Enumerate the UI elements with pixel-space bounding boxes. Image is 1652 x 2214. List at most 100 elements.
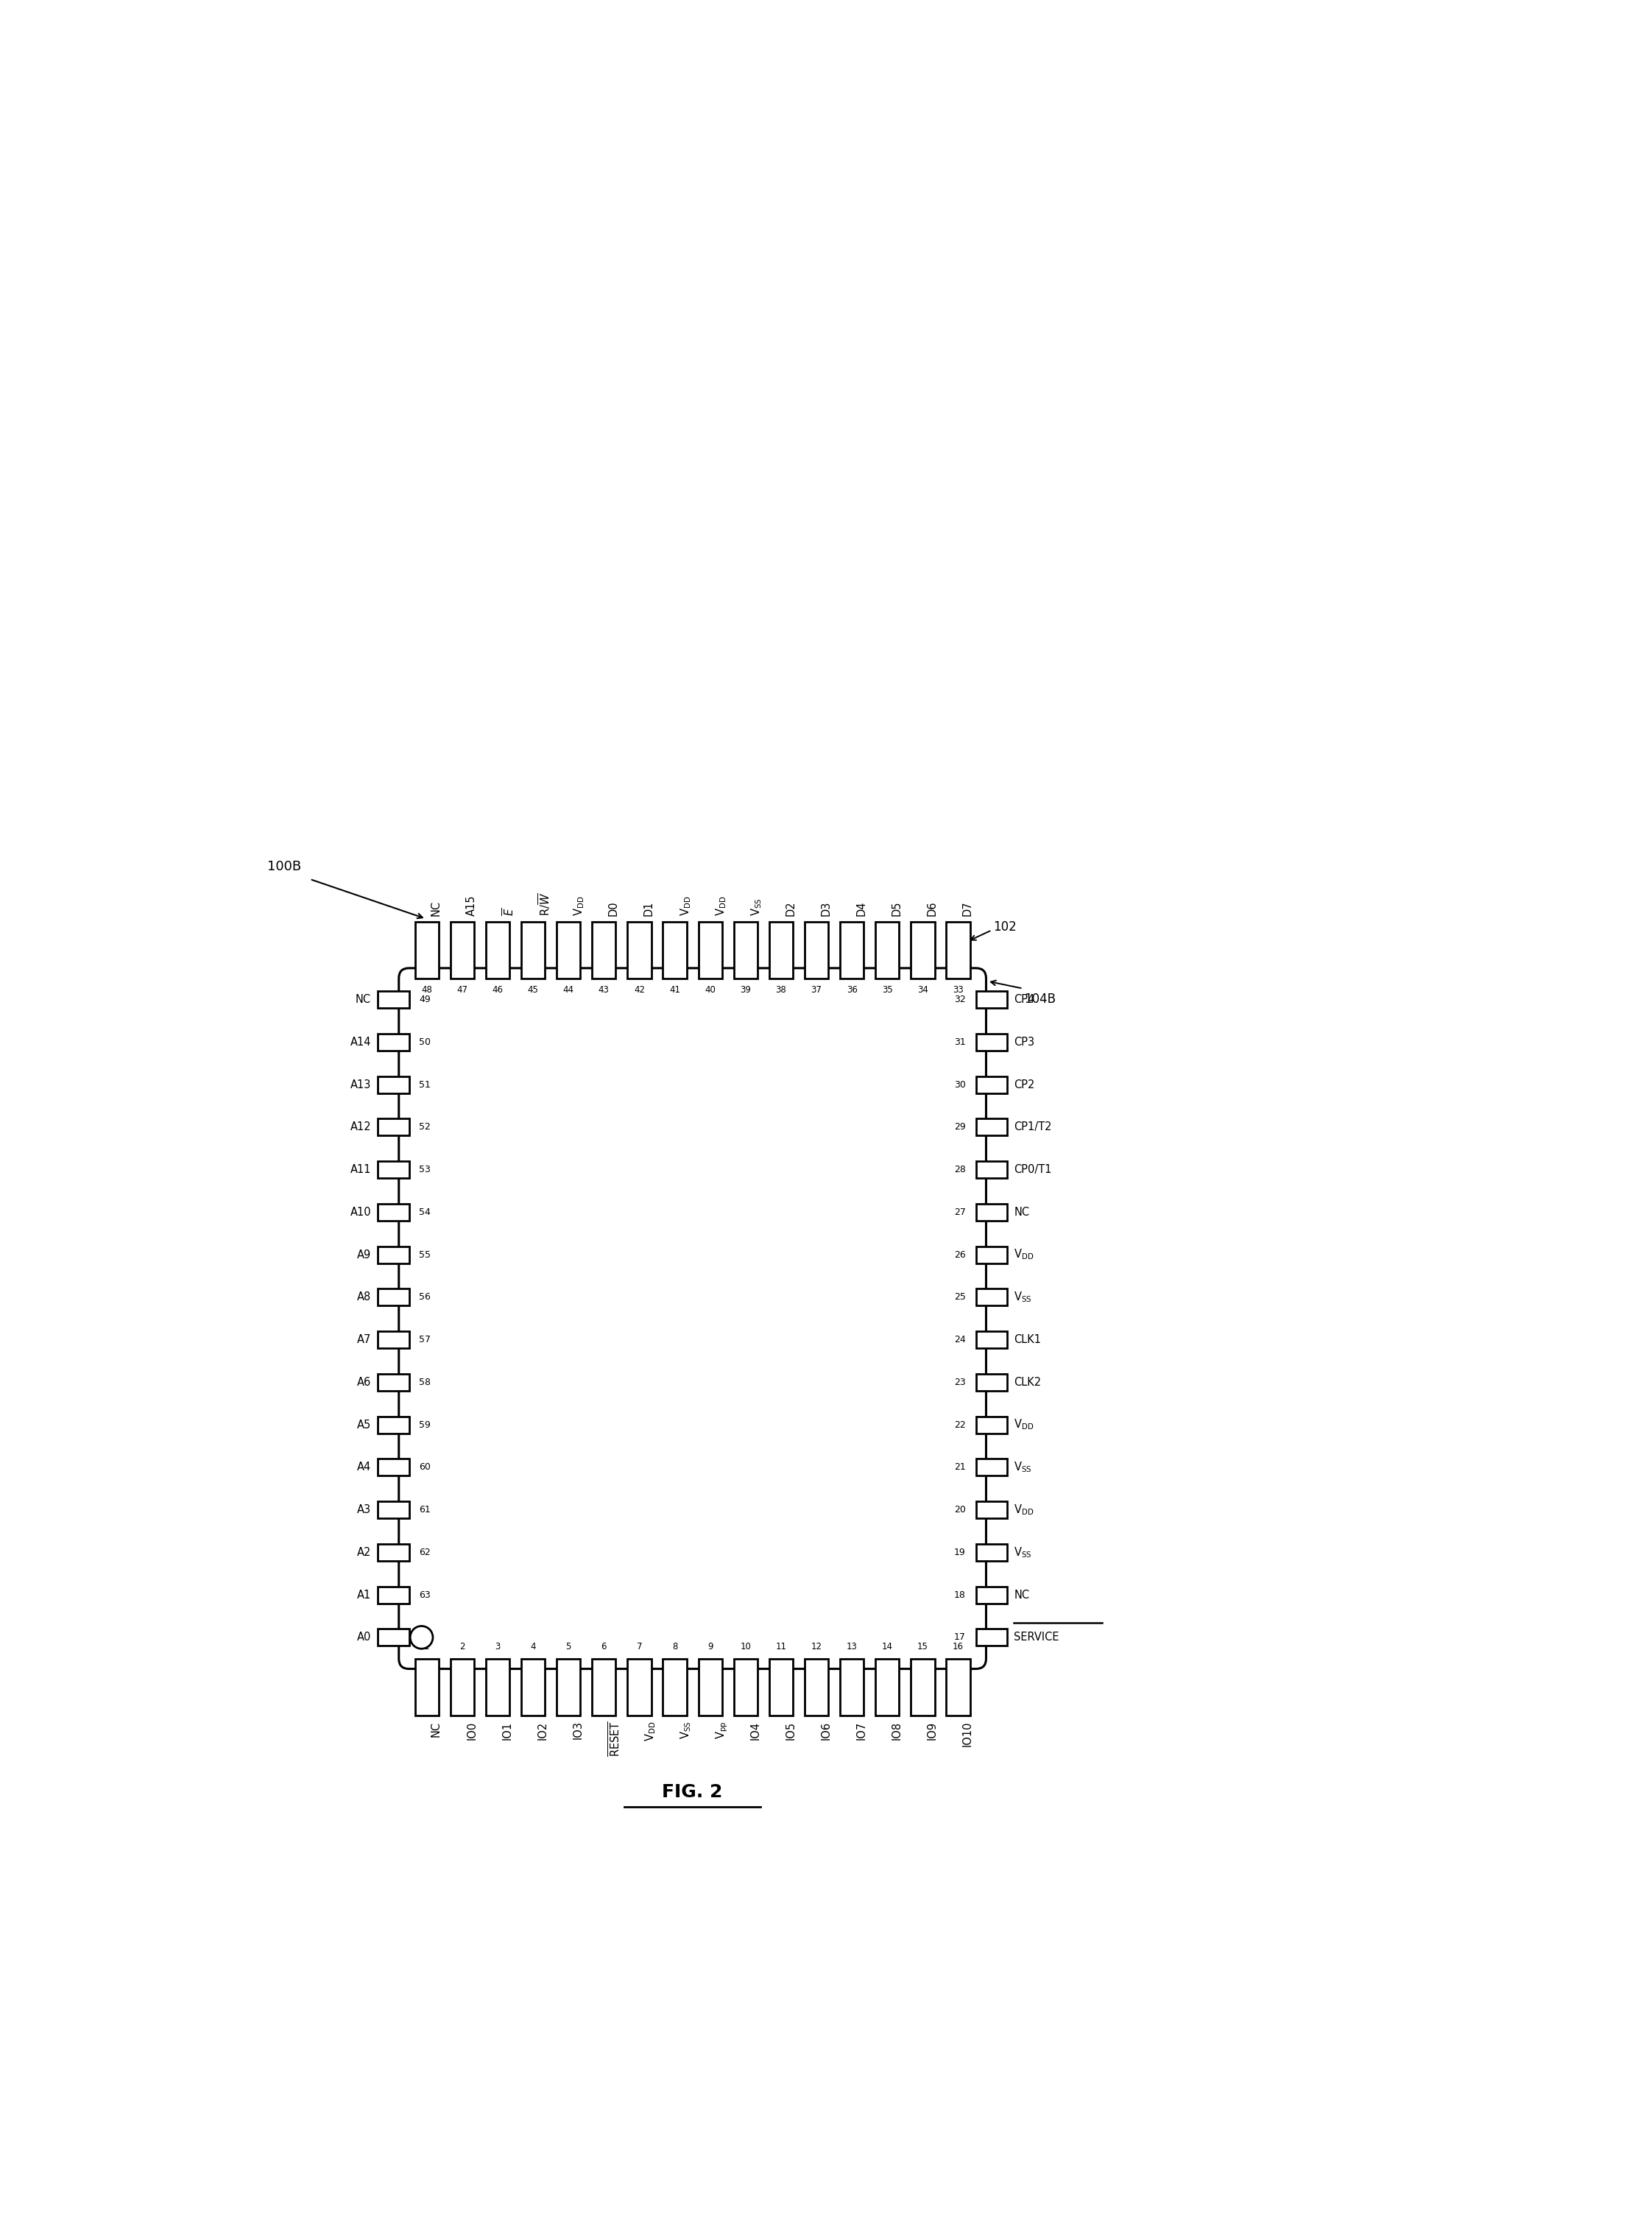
Text: V$_{\mathrm{SS}}$: V$_{\mathrm{SS}}$ [1014, 1545, 1032, 1559]
Bar [699, 921, 722, 979]
Text: 29: 29 [955, 1122, 966, 1131]
Bar [976, 1076, 1008, 1094]
Text: IO6: IO6 [821, 1720, 831, 1740]
Bar [910, 921, 935, 979]
Text: 35: 35 [882, 985, 892, 994]
Bar [733, 1658, 758, 1716]
Text: NC: NC [431, 1720, 441, 1736]
Bar [976, 1034, 1008, 1052]
Text: V$_{\mathrm{DD}}$: V$_{\mathrm{DD}}$ [1014, 1503, 1034, 1517]
Bar [378, 1246, 410, 1264]
Text: A9: A9 [357, 1249, 372, 1260]
Text: 100B: 100B [268, 861, 301, 875]
Text: A2: A2 [357, 1548, 372, 1559]
Bar [976, 1289, 1008, 1306]
Text: D4: D4 [856, 901, 867, 917]
Bar [976, 1160, 1008, 1178]
Text: IO8: IO8 [892, 1720, 902, 1740]
Text: 54: 54 [420, 1207, 431, 1218]
Text: NC: NC [1014, 1590, 1029, 1601]
Bar [378, 1331, 410, 1348]
Text: 5: 5 [565, 1643, 572, 1652]
Text: 13: 13 [846, 1643, 857, 1652]
Text: CP3: CP3 [1014, 1036, 1034, 1047]
Text: 33: 33 [953, 985, 963, 994]
Bar [378, 1204, 410, 1220]
Text: 59: 59 [420, 1419, 431, 1430]
Text: V$_{\mathrm{DD}}$: V$_{\mathrm{DD}}$ [1014, 1249, 1034, 1262]
Text: 20: 20 [953, 1506, 966, 1514]
Bar [839, 921, 864, 979]
Text: V$_{\mathrm{SS}}$: V$_{\mathrm{SS}}$ [679, 1720, 692, 1738]
Text: 3: 3 [496, 1643, 501, 1652]
Text: 7: 7 [636, 1643, 643, 1652]
Bar [378, 1459, 410, 1477]
Text: IO1: IO1 [502, 1720, 512, 1740]
Text: 12: 12 [811, 1643, 823, 1652]
Text: CP1/T2: CP1/T2 [1014, 1122, 1052, 1134]
Text: 16: 16 [953, 1643, 963, 1652]
Text: 40: 40 [705, 985, 715, 994]
Text: 9: 9 [707, 1643, 714, 1652]
Text: NC: NC [431, 901, 441, 917]
Bar [520, 1658, 545, 1716]
Text: 42: 42 [634, 985, 644, 994]
Text: 50: 50 [420, 1038, 431, 1047]
Text: 58: 58 [420, 1377, 431, 1386]
Bar [839, 1658, 864, 1716]
Text: A8: A8 [357, 1291, 372, 1302]
Text: V$_{\mathrm{SS}}$: V$_{\mathrm{SS}}$ [750, 899, 763, 917]
Text: 47: 47 [456, 985, 468, 994]
Text: 55: 55 [420, 1251, 431, 1260]
Text: V$_{\mathrm{DD}}$: V$_{\mathrm{DD}}$ [643, 1720, 657, 1740]
Text: V$_{\mathrm{DD}}$: V$_{\mathrm{DD}}$ [573, 897, 586, 917]
Text: FIG. 2: FIG. 2 [662, 1782, 724, 1800]
Text: $\overline{\mathrm{RESET}}$: $\overline{\mathrm{RESET}}$ [608, 1720, 623, 1758]
Text: 14: 14 [882, 1643, 892, 1652]
Bar [910, 1658, 935, 1716]
Text: 62: 62 [420, 1548, 431, 1556]
Text: 44: 44 [563, 985, 573, 994]
Text: 102: 102 [993, 921, 1016, 934]
Text: CLK1: CLK1 [1014, 1335, 1041, 1346]
Text: 11: 11 [775, 1643, 786, 1652]
Bar [557, 1658, 580, 1716]
Text: D1: D1 [643, 901, 654, 917]
Text: V$_{\mathrm{DD}}$: V$_{\mathrm{DD}}$ [1014, 1417, 1034, 1432]
Text: 45: 45 [527, 985, 539, 994]
Bar [378, 1034, 410, 1052]
Text: 46: 46 [492, 985, 504, 994]
Text: V$_{\mathrm{DD}}$: V$_{\mathrm{DD}}$ [714, 897, 729, 917]
Text: 24: 24 [955, 1335, 966, 1344]
Bar [520, 921, 545, 979]
Text: 4: 4 [530, 1643, 535, 1652]
Text: CP4: CP4 [1014, 994, 1034, 1005]
Text: 22: 22 [955, 1419, 966, 1430]
Bar [557, 921, 580, 979]
Text: 64: 64 [420, 1632, 431, 1643]
Text: CP0/T1: CP0/T1 [1014, 1165, 1052, 1176]
Text: 57: 57 [420, 1335, 431, 1344]
Bar [378, 992, 410, 1007]
Bar [733, 921, 758, 979]
Text: NC: NC [1014, 1207, 1029, 1218]
Text: 52: 52 [420, 1122, 431, 1131]
Bar [662, 1658, 687, 1716]
Text: A10: A10 [350, 1207, 372, 1218]
Text: SERVICE: SERVICE [1014, 1632, 1059, 1643]
Text: A11: A11 [350, 1165, 372, 1176]
Bar [976, 1204, 1008, 1220]
Bar [876, 1658, 899, 1716]
Bar [876, 921, 899, 979]
Bar [805, 921, 828, 979]
Text: IO4: IO4 [750, 1720, 760, 1740]
Text: 26: 26 [955, 1251, 966, 1260]
Text: 49: 49 [420, 994, 431, 1005]
Bar [378, 1501, 410, 1519]
Text: 10: 10 [740, 1643, 752, 1652]
Text: V$_{\mathrm{SS}}$: V$_{\mathrm{SS}}$ [1014, 1291, 1032, 1304]
Bar [486, 921, 509, 979]
Bar [628, 1658, 651, 1716]
Text: 30: 30 [953, 1080, 966, 1089]
Text: 8: 8 [672, 1643, 677, 1652]
